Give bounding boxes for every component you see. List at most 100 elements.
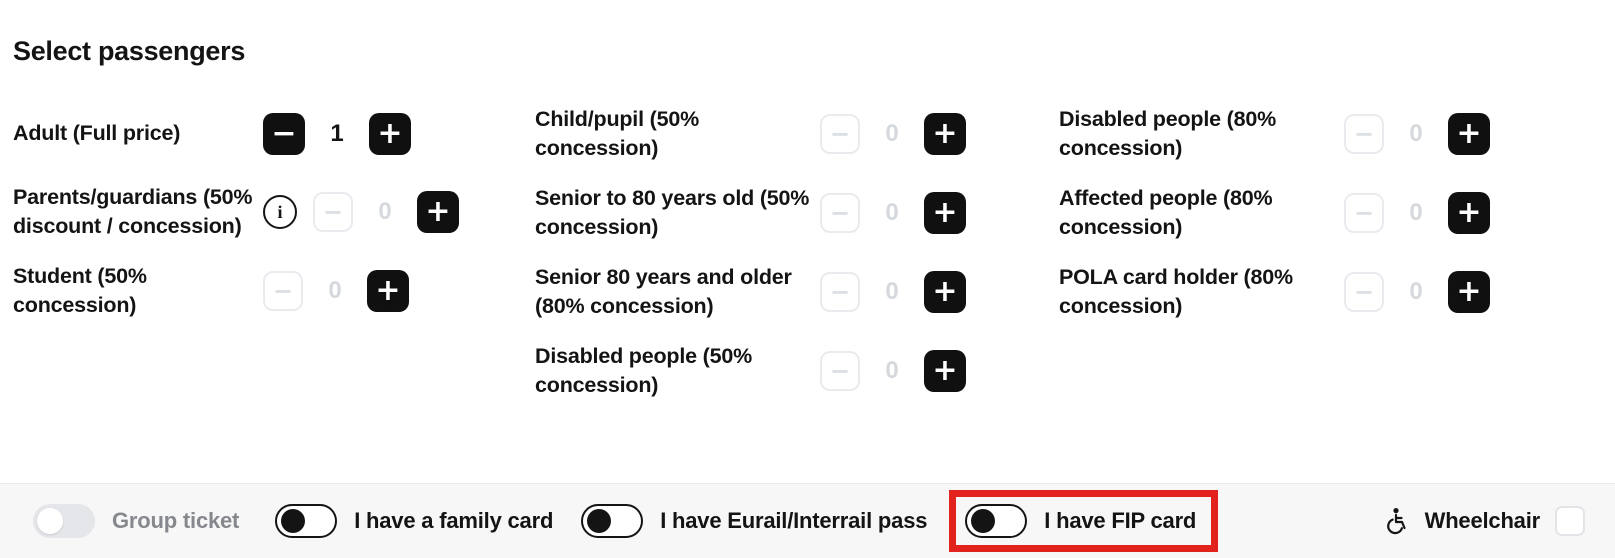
toggle-knob bbox=[281, 509, 306, 533]
decrement-button[interactable]: − bbox=[263, 112, 305, 155]
family-card-toggle[interactable] bbox=[275, 504, 338, 538]
wheelchair-checkbox[interactable] bbox=[1555, 506, 1585, 536]
minus-icon: − bbox=[829, 357, 851, 385]
wheelchair-label: Wheelchair bbox=[1424, 508, 1541, 533]
decrement-button[interactable]: − bbox=[1344, 272, 1384, 312]
passenger-row: Senior 80 years and older (80% concessio… bbox=[535, 263, 977, 321]
passenger-label: Affected people (80% concession) bbox=[1059, 186, 1273, 239]
increment-button[interactable]: + bbox=[924, 192, 966, 234]
minus-icon: − bbox=[272, 277, 294, 305]
passenger-count: 0 bbox=[378, 198, 392, 225]
decrement-button[interactable]: − bbox=[1344, 114, 1384, 154]
passenger-row: Disabled people (50% concession) − 0 + bbox=[535, 342, 977, 400]
passenger-label: Adult (Full price) bbox=[13, 121, 181, 145]
passenger-label: Child/pupil (50% concession) bbox=[535, 107, 700, 160]
group-ticket-label: Group ticket bbox=[112, 508, 240, 533]
plus-icon: + bbox=[1456, 195, 1482, 230]
passenger-count: 0 bbox=[1409, 120, 1423, 147]
passenger-count: 1 bbox=[330, 119, 344, 147]
plus-icon: + bbox=[1456, 116, 1482, 151]
passenger-grid: Adult (Full price) − 1 + Parents/guardians (… bbox=[0, 67, 1615, 421]
passenger-stepper: − 0 + bbox=[820, 192, 966, 234]
passenger-column: Child/pupil (50% concession) −0 + Senior to… bbox=[535, 105, 977, 421]
decrement-button[interactable]: − bbox=[263, 271, 303, 311]
increment-button[interactable]: + bbox=[1448, 271, 1490, 313]
passenger-row: Student (50% concession) − 0 + bbox=[13, 262, 463, 320]
passenger-count: 0 bbox=[885, 120, 899, 147]
increment-button[interactable]: + bbox=[1448, 192, 1490, 234]
passenger-stepper: − 0 + bbox=[1344, 113, 1490, 155]
plus-icon: + bbox=[932, 116, 958, 151]
wheelchair-icon bbox=[1384, 507, 1410, 535]
passenger-count: 0 bbox=[1409, 199, 1423, 226]
decrement-button[interactable]: − bbox=[820, 351, 860, 391]
increment-button[interactable]: + bbox=[1448, 113, 1490, 155]
toggle-knob bbox=[37, 508, 63, 534]
info-icon[interactable]: i bbox=[263, 195, 297, 229]
increment-button[interactable]: + bbox=[417, 191, 459, 233]
passenger-label: Disabled people (80% concession) bbox=[1059, 107, 1277, 160]
passenger-count: 0 bbox=[885, 199, 899, 226]
passenger-stepper: − 0 + bbox=[820, 271, 966, 313]
toggle-group-family-card: I have a family card bbox=[275, 504, 553, 538]
decrement-button[interactable]: − bbox=[820, 193, 860, 233]
toggle-knob bbox=[971, 509, 996, 533]
passenger-row: Child/pupil (50% concession) − 0 + bbox=[535, 105, 977, 163]
passenger-stepper: − 0 + bbox=[263, 270, 409, 312]
decrement-button[interactable]: − bbox=[820, 114, 860, 154]
fip-card-toggle[interactable] bbox=[965, 504, 1028, 538]
minus-icon: − bbox=[271, 115, 297, 151]
minus-icon: − bbox=[1353, 199, 1375, 227]
passenger-stepper: − 0 + bbox=[820, 113, 966, 155]
passenger-row: POLA card holder (80% concession) − 0 + bbox=[1059, 263, 1499, 321]
minus-icon: − bbox=[322, 198, 344, 226]
minus-icon: − bbox=[829, 120, 851, 148]
passenger-label: Parents/guardians (50% discount / conces… bbox=[13, 185, 253, 238]
passenger-row: Parents/guardians (50% discount / conces… bbox=[13, 183, 463, 241]
wheelchair-group: Wheelchair bbox=[1384, 506, 1585, 536]
family-card-label: I have a family card bbox=[354, 508, 554, 533]
eurail-interrail-pass-toggle[interactable] bbox=[581, 504, 644, 538]
eurail-interrail-pass-label: I have Eurail/Interrail pass bbox=[660, 508, 928, 533]
toggle-group-eurail-interrail-pass: I have Eurail/Interrail pass bbox=[581, 504, 927, 538]
fip-highlight-box: I have FIP card bbox=[949, 490, 1219, 552]
passenger-row: Disabled people (80% concession) − 0 + bbox=[1059, 105, 1499, 163]
plus-icon: + bbox=[932, 274, 958, 309]
decrement-button[interactable]: − bbox=[313, 192, 353, 232]
plus-icon: + bbox=[932, 195, 958, 230]
decrement-button[interactable]: − bbox=[1344, 193, 1384, 233]
plus-icon: + bbox=[425, 194, 451, 229]
plus-icon: + bbox=[1456, 274, 1482, 309]
passenger-row: Affected people (80% concession) − 0 + bbox=[1059, 184, 1499, 242]
passenger-label: Senior to 80 years old (50% concession) bbox=[535, 186, 810, 239]
increment-button[interactable]: + bbox=[367, 270, 409, 312]
passenger-column: Adult (Full price) − 1 + Parents/guardians (… bbox=[13, 105, 463, 341]
passenger-row: Senior to 80 years old (50% concession) −… bbox=[535, 184, 977, 242]
passenger-label: POLA card holder (80% concession) bbox=[1059, 265, 1293, 318]
minus-icon: − bbox=[829, 199, 851, 227]
plus-icon: + bbox=[932, 353, 958, 388]
increment-button[interactable]: + bbox=[369, 112, 411, 155]
footer-bar: Group ticket I have a family card I have E… bbox=[0, 483, 1615, 558]
increment-button[interactable]: + bbox=[924, 271, 966, 313]
passenger-stepper: − 0 + bbox=[820, 350, 966, 392]
group-ticket-toggle bbox=[33, 504, 95, 538]
toggle-group-fip-card: I have FIP card bbox=[965, 504, 1196, 538]
page-title: Select passengers bbox=[13, 36, 246, 66]
plus-icon: + bbox=[375, 273, 401, 308]
fip-card-label: I have FIP card bbox=[1044, 508, 1197, 533]
passenger-label: Senior 80 years and older (80% concessio… bbox=[535, 265, 792, 318]
passenger-stepper: − 0 + bbox=[1344, 192, 1490, 234]
passenger-count: 0 bbox=[328, 277, 342, 304]
toggle-group-group-ticket: Group ticket bbox=[33, 504, 239, 538]
minus-icon: − bbox=[1353, 278, 1375, 306]
passenger-column: Disabled people (80% concession) −0 + Affec… bbox=[1059, 105, 1499, 342]
minus-icon: − bbox=[1353, 120, 1375, 148]
passenger-count: 0 bbox=[885, 278, 899, 305]
increment-button[interactable]: + bbox=[924, 350, 966, 392]
passenger-label: Student (50% concession) bbox=[13, 264, 147, 317]
increment-button[interactable]: + bbox=[924, 113, 966, 155]
plus-icon: + bbox=[377, 115, 403, 151]
decrement-button[interactable]: − bbox=[820, 272, 860, 312]
toggle-knob bbox=[587, 509, 612, 533]
